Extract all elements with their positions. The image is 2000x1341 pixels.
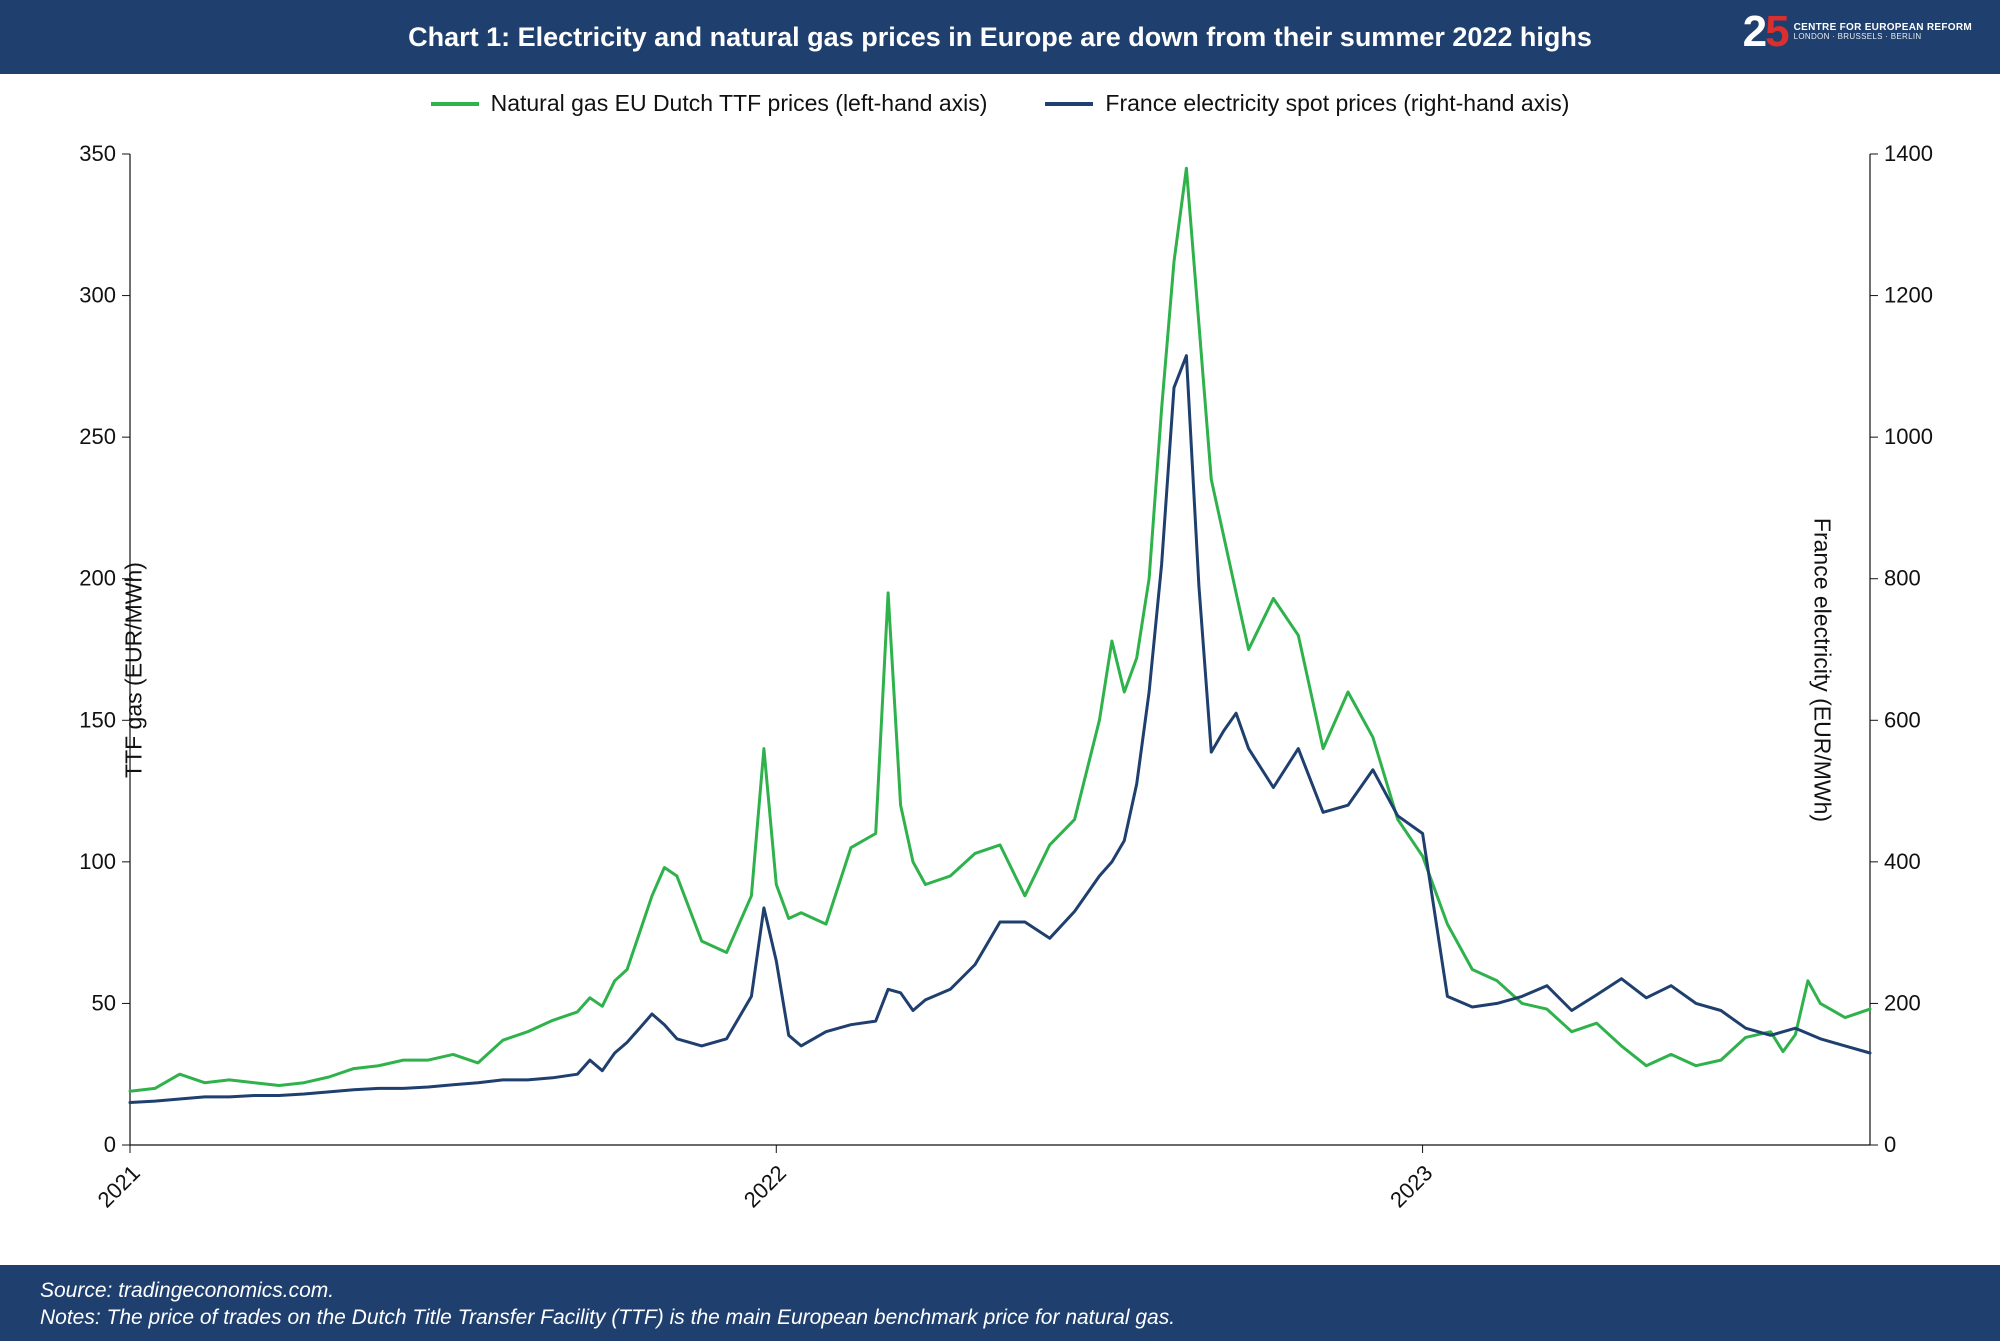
svg-text:1000: 1000	[1884, 424, 1933, 449]
legend-label-gas: Natural gas EU Dutch TTF prices (left-ha…	[491, 90, 988, 117]
svg-text:2023: 2023	[1385, 1160, 1437, 1212]
svg-text:250: 250	[79, 424, 116, 449]
svg-text:200: 200	[79, 566, 116, 591]
logo-line2: LONDON · BRUSSELS · BERLIN	[1794, 33, 1972, 42]
svg-text:100: 100	[79, 849, 116, 874]
line-chart: 0 50 100 150 200 250 300 350 0 200 400 600 800 1000 12…	[0, 74, 2000, 1265]
svg-text:350: 350	[79, 141, 116, 166]
legend-swatch-elec	[1045, 102, 1093, 106]
logo-digit-left: 2	[1743, 8, 1765, 56]
header-bar: Chart 1: Electricity and natural gas pri…	[0, 0, 2000, 74]
legend-swatch-gas	[431, 102, 479, 106]
svg-text:0: 0	[1884, 1132, 1896, 1157]
svg-text:800: 800	[1884, 566, 1921, 591]
svg-text:600: 600	[1884, 707, 1921, 732]
y-left-axis-label: TTF gas (EUR/MWh)	[120, 562, 147, 778]
plot-area: Natural gas EU Dutch TTF prices (left-ha…	[0, 74, 2000, 1265]
chart-title: Chart 1: Electricity and natural gas pri…	[408, 22, 1592, 53]
chart-frame: Chart 1: Electricity and natural gas pri…	[0, 0, 2000, 1341]
legend-item-gas: Natural gas EU Dutch TTF prices (left-ha…	[431, 90, 988, 117]
svg-text:1200: 1200	[1884, 283, 1933, 308]
legend-item-elec: France electricity spot prices (right-ha…	[1045, 90, 1569, 117]
y-right-axis-label: France electricity (EUR/MWh)	[1808, 517, 1835, 821]
svg-text:1400: 1400	[1884, 141, 1933, 166]
legend: Natural gas EU Dutch TTF prices (left-ha…	[0, 90, 2000, 117]
logo-digit-right: 5	[1765, 8, 1787, 56]
svg-text:2022: 2022	[739, 1160, 791, 1212]
legend-label-elec: France electricity spot prices (right-ha…	[1105, 90, 1569, 117]
footer-source: Source: tradingeconomics.com.	[40, 1277, 1960, 1304]
svg-text:300: 300	[79, 283, 116, 308]
logo-text: CENTRE FOR EUROPEAN REFORM LONDON · BRUS…	[1794, 22, 1972, 42]
svg-text:400: 400	[1884, 849, 1921, 874]
footer-bar: Source: tradingeconomics.com. Notes: The…	[0, 1265, 2000, 1341]
footer-notes: Notes: The price of trades on the Dutch …	[40, 1304, 1960, 1331]
svg-text:0: 0	[104, 1132, 116, 1157]
logo-25-icon: 2 5	[1743, 8, 1788, 56]
svg-text:200: 200	[1884, 990, 1921, 1015]
svg-text:2021: 2021	[93, 1160, 145, 1212]
svg-text:150: 150	[79, 707, 116, 732]
org-logo: 2 5 CENTRE FOR EUROPEAN REFORM LONDON · …	[1743, 8, 1972, 56]
svg-text:50: 50	[92, 990, 116, 1015]
